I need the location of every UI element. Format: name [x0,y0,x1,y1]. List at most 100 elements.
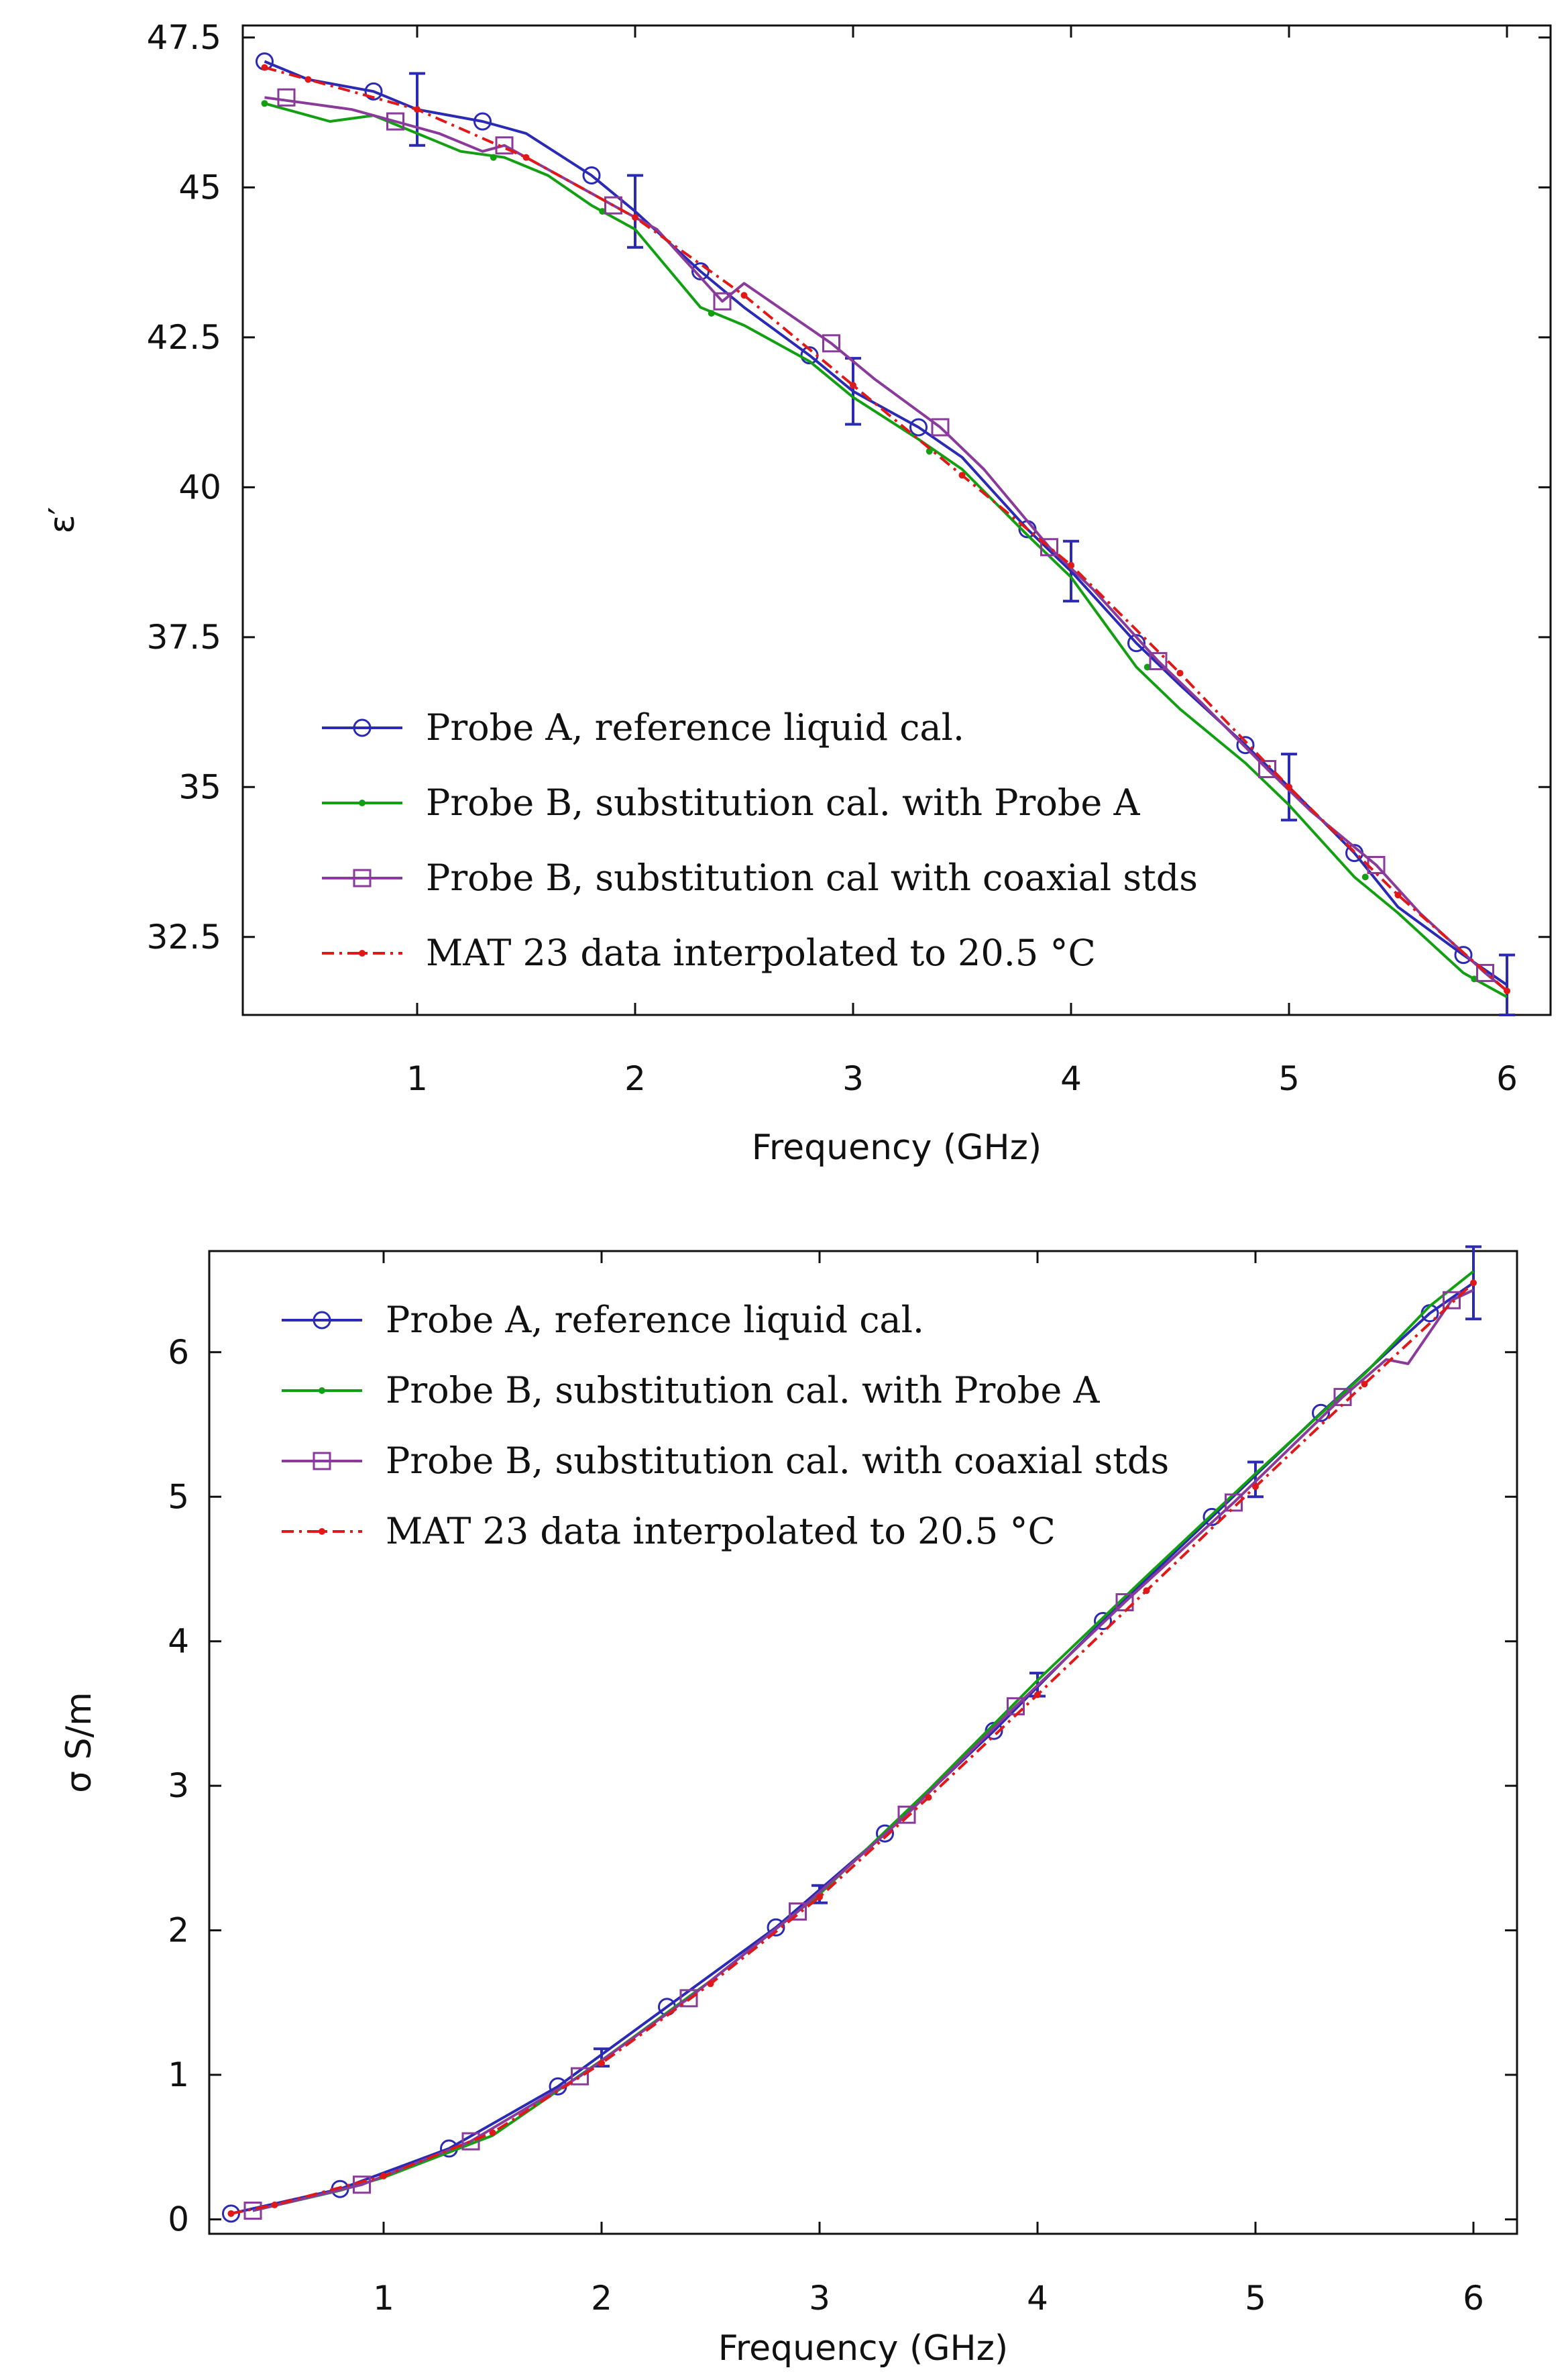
legend-marker [313,1311,331,1330]
x-tick-label: 4 [1060,1059,1082,1098]
x-tick-label: 1 [406,1059,428,1098]
conductivity-chart: 1 2 3 4 5 6 0 1 2 3 4 5 6 Frequency (GHz) σ S/m Probe A… [59,1245,1518,2369]
data-point [473,112,492,131]
data-point [353,2175,371,2194]
y-tick-label: 2 [168,1911,189,1950]
series-coax [243,1289,1474,2220]
x-tick-label: 5 [1245,2279,1266,2318]
legend-label: Probe A, reference liquid cal. [386,1299,924,1341]
legend-label: Probe B, substitution cal. with coaxial … [386,1440,1169,1482]
data-point [767,1918,785,1937]
series-coax [264,88,1508,992]
data-point [850,382,856,389]
data-point [679,1989,698,2008]
y-tick-label: 4 [168,1622,189,1661]
data-point [708,310,715,317]
data-point [598,2059,605,2067]
data-point [364,82,383,101]
data-point [1068,561,1074,569]
x-tick-label: 3 [809,2279,830,2318]
data-point [789,1902,807,1921]
series-line [264,96,1508,992]
data-point [571,2067,589,2086]
legend: Probe A, reference liquid cal. Probe B, s… [322,706,1198,974]
data-point [713,292,732,311]
data-point [926,447,933,455]
data-point [931,418,950,437]
data-point [1143,663,1151,671]
x-tick-label: 5 [1278,1059,1300,1098]
series-line [231,1281,1475,2215]
data-point [1504,987,1510,995]
data-point [1094,1612,1112,1631]
data-point [909,418,928,437]
data-point [271,2201,278,2208]
data-point [1454,946,1473,965]
data-point [1034,1691,1041,1698]
data-point [243,2202,262,2220]
data-point [599,208,606,215]
data-point [277,88,296,107]
data-point [632,214,638,221]
data-point [958,472,966,479]
y-tick-label: 37.5 [147,618,221,657]
legend-marker [319,1387,325,1394]
series-probeB [261,100,1508,998]
data-point [495,136,514,155]
legend-label: Probe B, substitution cal. with Probe A [426,781,1141,824]
x-axis-title: Frequency (GHz) [718,2328,1008,2369]
data-point [222,2204,240,2223]
data-point [582,166,601,184]
data-point [1394,892,1402,899]
series-line [231,1281,1475,2215]
data-point [304,76,312,83]
data-point [1361,1381,1368,1388]
data-point [1258,759,1276,778]
data-point [1476,963,1494,982]
y-axis-title: ε′ [42,507,82,534]
data-point [897,1805,916,1824]
data-point [1312,1403,1330,1422]
data-point [1471,975,1478,983]
y-tick-label: 47.5 [147,18,221,57]
data-point [227,2210,235,2217]
y-tick-label: 45 [178,168,221,207]
data-point [1176,669,1184,677]
series-line [264,102,1508,998]
series-mat23 [261,64,1510,995]
y-tick-label: 0 [168,2200,189,2238]
x-tick-label: 3 [842,1059,864,1098]
x-tick-label: 2 [591,2279,612,2318]
data-point [816,1894,823,1901]
data-point [604,196,622,215]
legend: Probe A, reference liquid cal. Probe B, s… [282,1299,1169,1552]
legend-label: MAT 23 data interpolated to 20.5 °C [386,1510,1056,1552]
y-tick-label: 6 [168,1333,189,1372]
legend-marker [319,1528,325,1535]
y-tick-label: 40 [178,468,221,506]
x-tick-label: 1 [373,2279,394,2318]
data-point [1127,634,1145,653]
data-point [1443,1291,1461,1309]
legend-marker [359,800,366,806]
legend-marker [313,1452,331,1470]
data-point [414,106,421,113]
y-tick-label: 3 [168,1766,189,1805]
legend-marker [359,950,366,957]
data-point [1361,873,1369,881]
x-tick-label: 2 [624,1059,646,1098]
data-point [461,2132,480,2151]
data-point [1252,1483,1259,1491]
legend-label: MAT 23 data interpolated to 20.5 °C [426,932,1096,974]
data-point [1286,784,1292,791]
data-point [1143,1587,1150,1595]
data-point [522,154,530,161]
plot-frame [241,24,1552,1016]
y-tick-label: 5 [168,1477,189,1516]
data-point [707,1980,714,1988]
series-line [264,60,1508,986]
data-point [876,1824,894,1843]
data-point [1470,1279,1477,1287]
data-point [1236,736,1255,755]
